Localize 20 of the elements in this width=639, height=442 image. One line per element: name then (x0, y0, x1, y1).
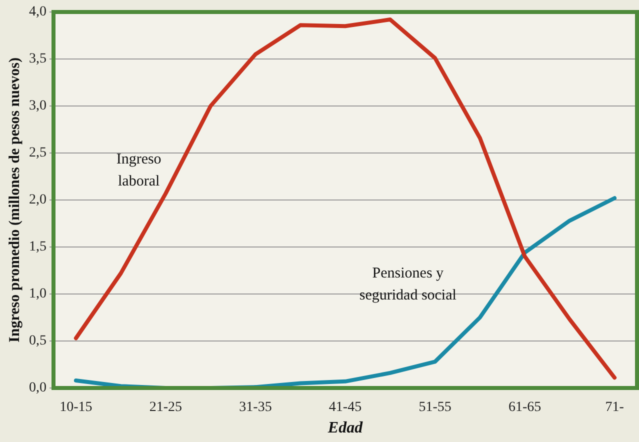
x-tick-label: 21-25 (149, 400, 182, 416)
x-tick-label: 41-45 (328, 400, 362, 416)
y-tick-label: 3,5 (29, 52, 46, 67)
y-tick-label: 2,5 (29, 146, 46, 161)
y-tick-label: 2,0 (29, 192, 46, 208)
y-axis-title: Ingreso promedio (millones de pesos nuevos) (6, 58, 23, 342)
x-tick-label: 71- (605, 400, 624, 416)
y-tick-label: 1,0 (29, 286, 46, 302)
y-tick-label: 0,0 (29, 380, 46, 396)
x-axis-title: Edad (326, 420, 364, 437)
series-label: Ingreso laboral (116, 151, 162, 190)
y-tick-label: 0,5 (29, 334, 46, 349)
x-tick-label: 10-15 (60, 400, 92, 416)
x-tick-label: 61-65 (508, 400, 542, 416)
x-tick-label: 51-55 (418, 400, 452, 416)
x-tick-label: 31-35 (239, 400, 272, 416)
y-tick-label: 1,5 (29, 240, 46, 255)
series-label: Pensiones y seguridad social (359, 266, 456, 304)
y-tick-label: 4,0 (29, 4, 46, 20)
y-tick-label: 3,0 (29, 98, 46, 114)
